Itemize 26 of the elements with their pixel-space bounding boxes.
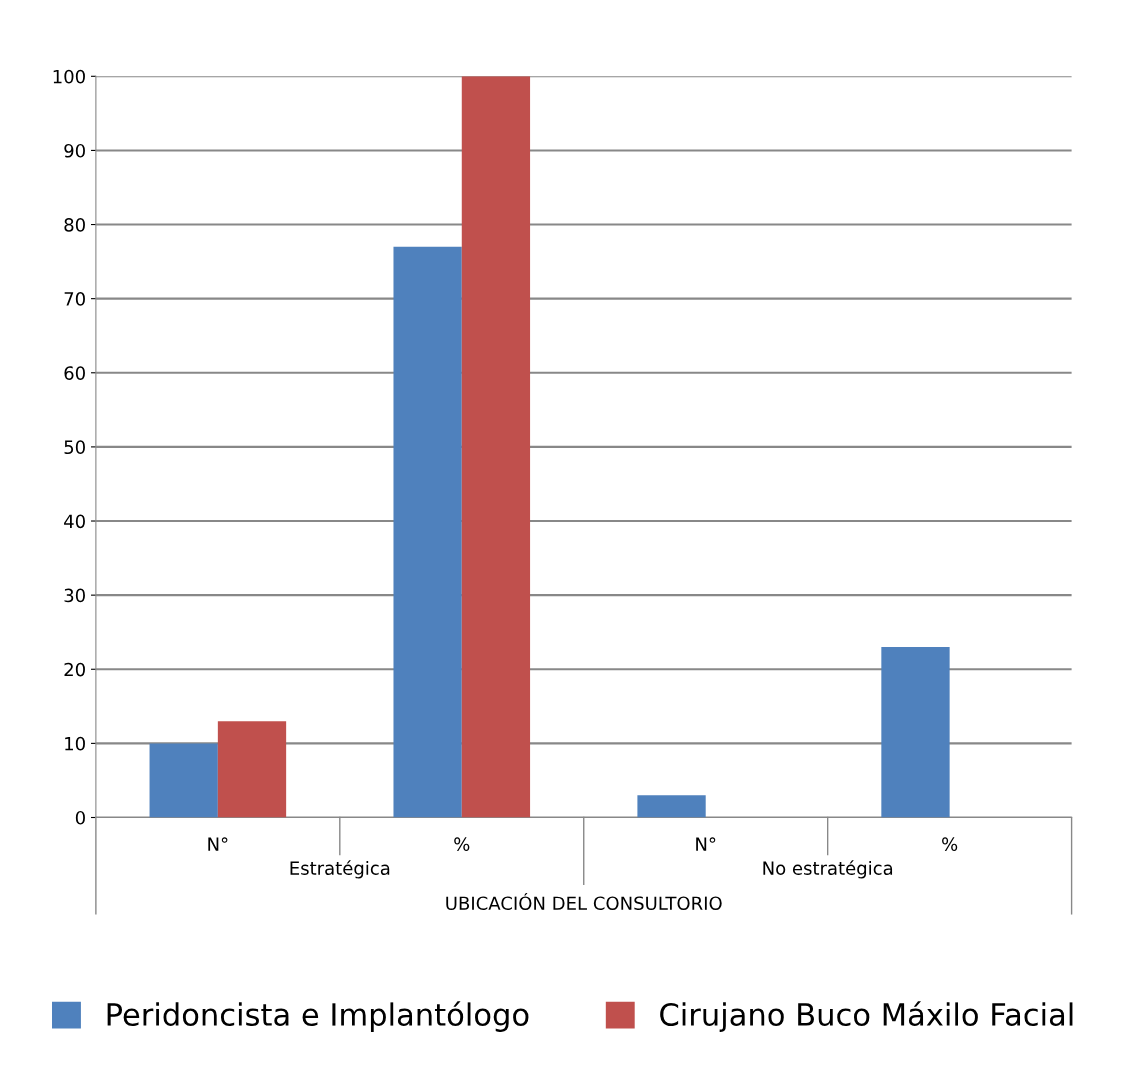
bar bbox=[217, 721, 287, 818]
y-tick-label: 20 bbox=[64, 662, 85, 677]
bar bbox=[881, 647, 950, 818]
y-tick-label: 10 bbox=[65, 736, 85, 751]
y-tick-label: 30 bbox=[64, 588, 85, 603]
legend-label: Cirujano Buco Máxilo Facial bbox=[660, 1001, 1073, 1032]
bar bbox=[461, 76, 531, 818]
bar bbox=[393, 246, 462, 818]
x-tick-label: % bbox=[942, 837, 958, 851]
bar bbox=[637, 795, 706, 818]
legend-label: Peridoncista e Implantólogo bbox=[107, 1001, 529, 1032]
y-tick-label: 50 bbox=[64, 440, 85, 455]
x-axis-title: UBICACIÓN DEL CONSULTORIO bbox=[446, 893, 722, 911]
y-tick-label: 100 bbox=[53, 69, 85, 84]
text: No estratégica bbox=[763, 860, 893, 879]
y-tick-label: 0 bbox=[75, 810, 85, 825]
bar bbox=[149, 743, 218, 818]
x-tick-label: N° bbox=[696, 837, 716, 851]
text: Estratégica bbox=[290, 860, 390, 879]
y-tick-label: 90 bbox=[64, 143, 85, 158]
x-tick-label: N° bbox=[208, 837, 228, 851]
y-tick-label: 40 bbox=[64, 514, 85, 529]
x-tick-label: % bbox=[454, 837, 470, 851]
y-tick-label: 60 bbox=[64, 366, 85, 380]
y-tick-label: 70 bbox=[64, 292, 85, 306]
y-tick-label: 80 bbox=[64, 218, 85, 232]
